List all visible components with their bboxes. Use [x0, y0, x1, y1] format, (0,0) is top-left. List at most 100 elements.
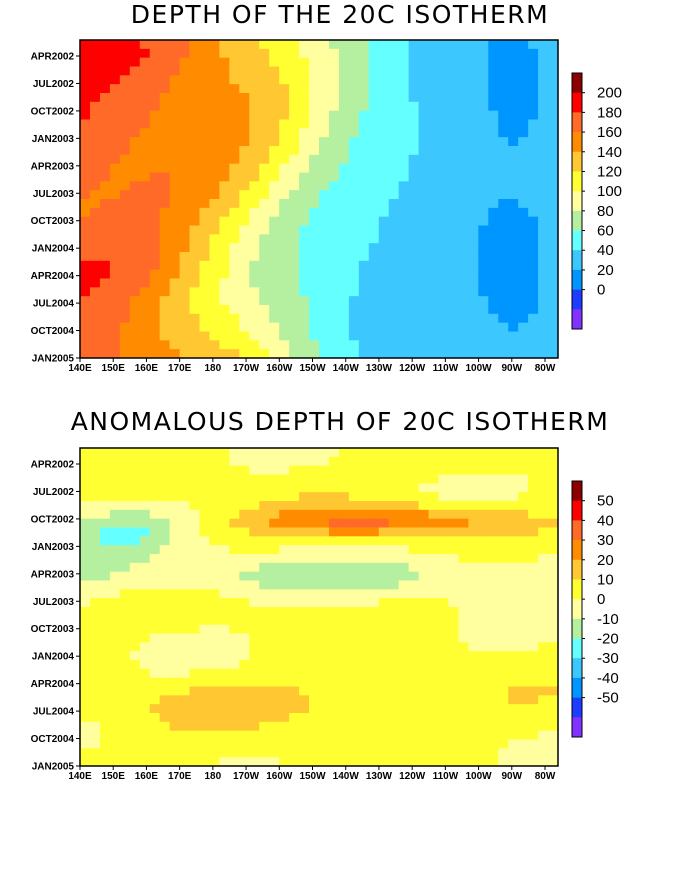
- heatmap-cell: [109, 181, 121, 191]
- heatmap-cell: [418, 331, 430, 341]
- heatmap-cell: [129, 492, 141, 502]
- heatmap-cell: [239, 624, 250, 635]
- heatmap-cell: [259, 633, 270, 643]
- heatmap-cell: [89, 695, 101, 705]
- heatmap-cell: [508, 686, 519, 696]
- heatmap-cell: [249, 536, 260, 546]
- heatmap-cell: [498, 562, 509, 573]
- heatmap-cell: [518, 40, 529, 50]
- heatmap-cell: [179, 207, 191, 218]
- heatmap-cell: [229, 199, 240, 209]
- colorbar-swatch: [572, 151, 582, 172]
- y-tick-label: JUL2002: [33, 79, 75, 90]
- heatmap-cell: [538, 642, 549, 652]
- heatmap-cell: [408, 93, 420, 103]
- heatmap-cell: [518, 527, 529, 537]
- heatmap-cell: [269, 483, 280, 493]
- x-tick-label: 140W: [333, 363, 360, 374]
- heatmap-cell: [448, 739, 460, 749]
- heatmap-cell: [548, 252, 558, 262]
- heatmap-cell: [139, 75, 151, 85]
- heatmap-cell: [438, 260, 450, 271]
- heatmap-cell: [129, 474, 141, 484]
- heatmap-cell: [119, 234, 131, 244]
- heatmap-cell: [448, 57, 460, 68]
- heatmap-cell: [189, 93, 201, 103]
- heatmap-cell: [139, 163, 151, 174]
- heatmap-cell: [478, 615, 489, 626]
- y-tick-label: JUL2004: [33, 707, 75, 718]
- heatmap-cell: [179, 137, 191, 147]
- heatmap-cell: [189, 739, 201, 749]
- heatmap-cell: [139, 340, 151, 350]
- heatmap-cell: [279, 163, 290, 174]
- heatmap-cell: [299, 695, 310, 705]
- heatmap-cell: [478, 163, 489, 174]
- heatmap-cell: [408, 562, 420, 573]
- heatmap-cell: [269, 216, 280, 227]
- heatmap-cell: [328, 730, 340, 741]
- heatmap-cell: [89, 501, 101, 511]
- heatmap-cell: [179, 562, 191, 573]
- heatmap-cell: [119, 456, 131, 467]
- heatmap-cell: [229, 260, 240, 271]
- heatmap-cell: [428, 668, 440, 679]
- heatmap-cell: [538, 128, 549, 138]
- heatmap-cell: [229, 57, 240, 68]
- heatmap-cell: [189, 234, 201, 244]
- heatmap-cell: [229, 154, 240, 165]
- heatmap-cell: [189, 624, 201, 635]
- heatmap-cell: [289, 278, 300, 288]
- heatmap-cell: [179, 93, 191, 103]
- heatmap-cell: [448, 695, 460, 705]
- heatmap-cell: [438, 243, 450, 253]
- x-tick-label: 100W: [466, 363, 493, 374]
- heatmap-cell: [109, 668, 121, 679]
- heatmap-cell: [448, 554, 460, 564]
- heatmap-cell: [448, 190, 460, 200]
- heatmap-cell: [458, 305, 469, 315]
- heatmap-cell: [408, 163, 420, 174]
- colorbar-frame: [571, 72, 583, 330]
- heatmap-cell: [149, 607, 161, 617]
- heatmap-cell: [269, 57, 280, 68]
- heatmap-cell: [548, 313, 558, 324]
- heatmap-cell: [448, 287, 460, 297]
- heatmap-cell: [358, 686, 370, 696]
- heatmap-cell: [269, 554, 280, 564]
- heatmap-cell: [348, 154, 360, 165]
- heatmap-cell: [289, 448, 300, 458]
- heatmap-cell: [458, 190, 469, 200]
- heatmap-cell: [179, 57, 191, 68]
- heatmap-cell: [498, 677, 509, 688]
- heatmap-cell: [269, 677, 280, 688]
- heatmap-cell: [189, 757, 201, 766]
- heatmap-cell: [388, 269, 400, 280]
- heatmap-cell: [408, 172, 420, 182]
- heatmap-cell: [299, 119, 310, 129]
- heatmap-cell: [338, 101, 350, 112]
- heatmap-cell: [468, 216, 479, 227]
- heatmap-cell: [219, 607, 230, 617]
- heatmap-cell: [518, 448, 529, 458]
- heatmap-cell: [458, 287, 469, 297]
- heatmap-cell: [269, 660, 280, 670]
- heatmap-cell: [458, 545, 469, 555]
- heatmap-cell: [378, 580, 390, 590]
- heatmap-cell: [279, 492, 290, 502]
- heatmap-cell: [239, 243, 250, 253]
- heatmap-cell: [279, 527, 290, 537]
- heatmap-cell: [279, 456, 290, 467]
- heatmap-cell: [458, 57, 469, 68]
- heatmap-cell: [299, 331, 310, 341]
- heatmap-cell: [209, 66, 221, 76]
- heatmap-cell: [408, 757, 420, 766]
- heatmap-cell: [259, 721, 270, 732]
- heatmap-cell: [159, 137, 171, 147]
- heatmap-cell: [518, 269, 529, 280]
- heatmap-cell: [319, 110, 330, 121]
- heatmap-cell: [418, 677, 430, 688]
- heatmap-cell: [528, 322, 539, 333]
- heatmap-cell: [249, 278, 260, 288]
- heatmap-cell: [149, 509, 161, 520]
